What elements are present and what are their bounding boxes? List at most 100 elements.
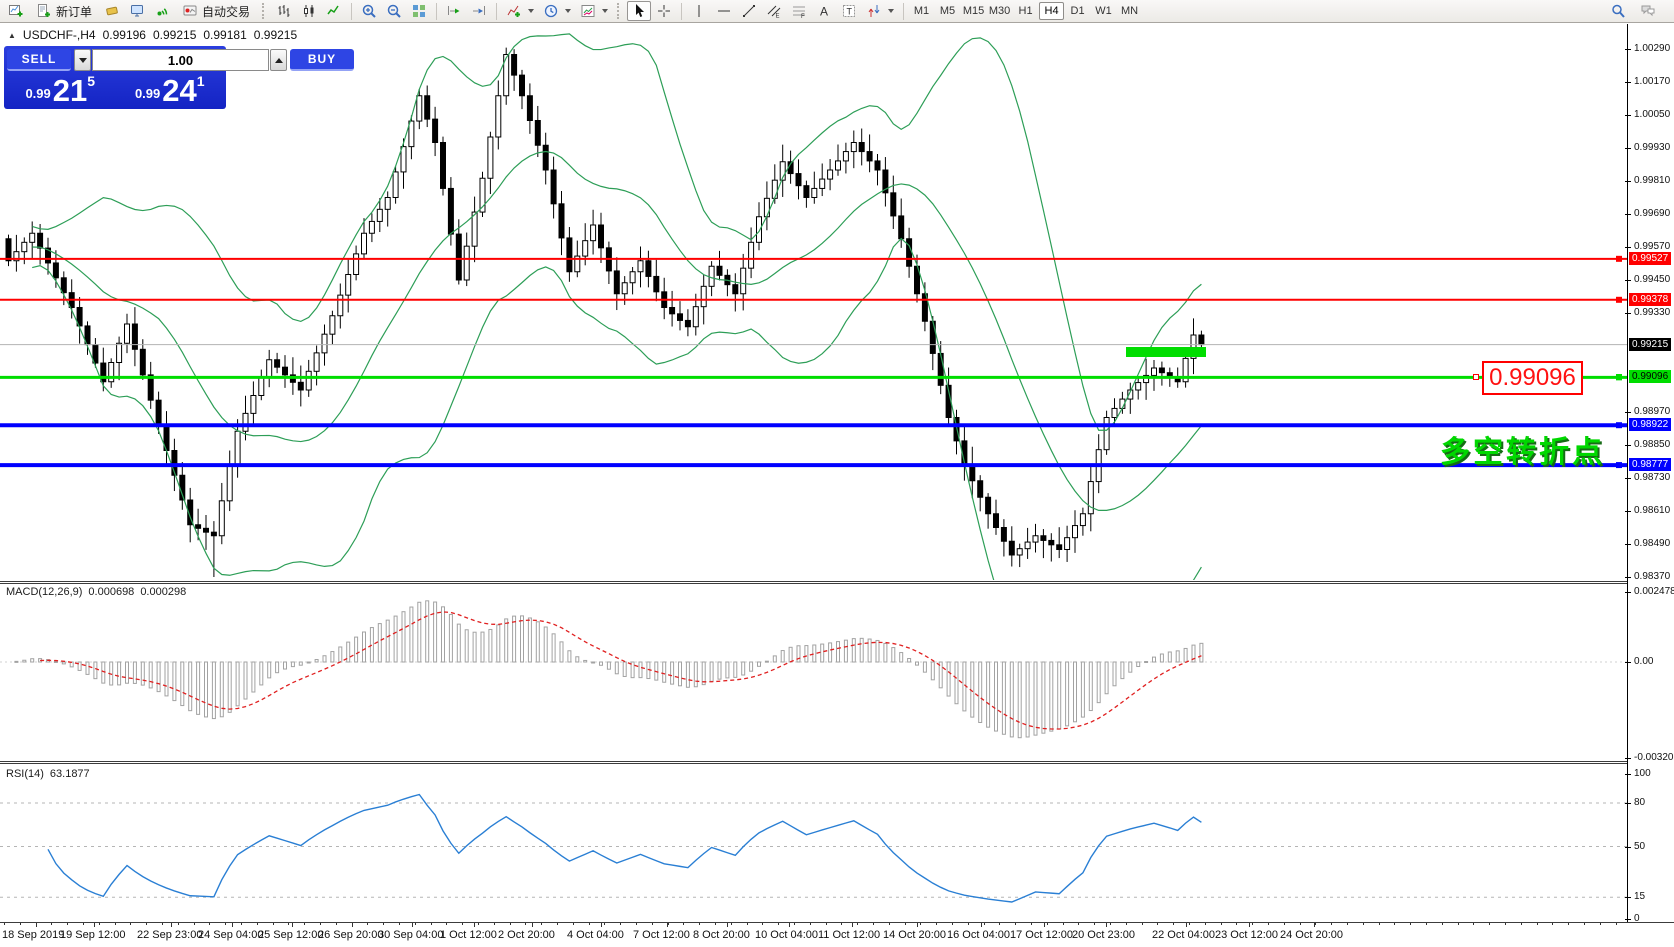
equidistant-channel-tool-button[interactable]: E — [762, 1, 786, 21]
axis-tick — [1625, 544, 1631, 545]
vertical-line-tool-button[interactable] — [687, 1, 711, 21]
timeframe-button-m30[interactable]: M30 — [988, 5, 1011, 17]
timeframe-button-h4[interactable]: H4 — [1039, 2, 1065, 20]
time-minor-tick — [4, 923, 5, 925]
timeframe-button-mn[interactable]: MN — [1120, 5, 1139, 17]
macd-pane[interactable] — [0, 585, 1627, 761]
pane-separator[interactable] — [0, 581, 1627, 582]
tile-windows-button[interactable] — [407, 1, 431, 21]
pane-separator[interactable] — [0, 761, 1627, 762]
timeframe-button-m15[interactable]: M15 — [962, 5, 985, 17]
time-minor-tick — [1299, 923, 1301, 925]
chart-shift-button[interactable] — [467, 1, 491, 21]
timeframe-button-w1[interactable]: W1 — [1095, 5, 1112, 17]
time-minor-tick — [1505, 923, 1506, 925]
gold-tag-button[interactable] — [100, 1, 124, 21]
horizontal-line-tool-button[interactable] — [712, 1, 736, 21]
fibonacci-tool-button[interactable]: F — [787, 1, 811, 21]
turning-point-text[interactable]: 多空转折点 — [1440, 436, 1605, 469]
market-watch-button[interactable] — [125, 1, 149, 21]
time-minor-tick — [209, 923, 211, 925]
time-minor-tick — [1268, 923, 1269, 925]
volume-increase-button[interactable] — [270, 49, 287, 71]
time-tick-label: 8 Oct 20:00 — [693, 929, 750, 941]
timeframe-button-m5[interactable]: M5 — [939, 5, 956, 17]
zoom-in-button[interactable] — [357, 1, 381, 21]
arrows-tool-button[interactable] — [862, 1, 898, 21]
rsi-axis-label: 80 — [1634, 797, 1646, 808]
time-tick-label: 19 Sep 12:00 — [60, 929, 126, 941]
time-minor-tick — [541, 923, 543, 925]
axis-tick — [1625, 445, 1631, 446]
rsi-label: RSI(14) — [6, 768, 44, 780]
time-minor-tick — [667, 923, 669, 925]
time-minor-tick — [462, 923, 464, 925]
text-label-tool-button[interactable]: T — [837, 1, 861, 21]
volume-input[interactable] — [92, 49, 269, 71]
rsi-axis-label: 0 — [1634, 913, 1640, 924]
price-axis[interactable]: 1.00290 1.00170 1.00050 0.99930 0.99810 0.996… — [1625, 24, 1674, 924]
time-minor-tick — [225, 923, 227, 925]
line-chart-button[interactable] — [322, 1, 346, 21]
time-minor-tick — [1031, 923, 1032, 925]
timeframe-button-m1[interactable]: M1 — [913, 5, 930, 17]
time-minor-tick — [1489, 923, 1491, 925]
periods-button[interactable] — [539, 1, 575, 21]
auto-scroll-button[interactable] — [442, 1, 466, 21]
rsi-label-line: RSI(14) 63.1877 — [6, 768, 90, 780]
time-minor-tick — [683, 923, 685, 925]
collapse-panel-toggle-icon[interactable]: ▲ — [8, 30, 16, 40]
time-minor-tick — [983, 923, 985, 925]
trendline-tool-button[interactable] — [737, 1, 761, 21]
timeframe-button-h1[interactable]: H1 — [1018, 5, 1033, 17]
search-button[interactable] — [1606, 1, 1630, 21]
rsi-axis-label: 50 — [1634, 840, 1646, 852]
cursor-tool-button[interactable] — [627, 1, 652, 21]
chat-button[interactable] — [1636, 1, 1660, 21]
macd-axis-label: 0.00 — [1634, 656, 1654, 667]
time-minor-tick — [620, 923, 622, 925]
bar-chart-button[interactable] — [272, 1, 296, 21]
new-chart-button[interactable] — [4, 1, 28, 21]
time-minor-tick — [1599, 923, 1601, 925]
line-handle[interactable] — [1616, 374, 1622, 381]
volume-decrease-button[interactable] — [74, 49, 91, 71]
line-handle[interactable] — [1473, 374, 1479, 380]
text-tool-button[interactable]: A — [812, 1, 836, 21]
sell-price-display[interactable]: 0.99 21 5 — [7, 73, 114, 106]
pane-separator[interactable] — [0, 763, 1627, 764]
time-minor-tick — [936, 923, 938, 925]
toolbar-grip[interactable] — [262, 3, 267, 19]
zoom-out-button[interactable] — [382, 1, 406, 21]
toolbar-grip[interactable] — [617, 3, 622, 19]
price-tick-label: 0.99690 — [1634, 208, 1671, 219]
signals-button[interactable] — [150, 1, 174, 21]
time-minor-tick — [1394, 923, 1396, 925]
axis-tick — [1625, 478, 1631, 479]
time-minor-tick — [825, 923, 827, 925]
time-major-tick — [727, 923, 728, 927]
templates-button[interactable] — [576, 1, 612, 21]
main-chart-area[interactable] — [0, 24, 1627, 580]
new-order-button[interactable]: 新订单 — [29, 1, 99, 21]
candlestick-chart-button[interactable] — [297, 1, 321, 21]
sell-button[interactable]: SELL — [7, 49, 71, 71]
time-axis[interactable]: 18 Sep 2019 19 Sep 12:00 22 Sep 23:00 24 Se… — [0, 923, 1674, 947]
bar-high-value: 0.99215 — [152, 28, 197, 42]
buy-price-display[interactable]: 0.99 24 1 — [117, 73, 224, 106]
price-annotation-box[interactable]: 0.99096 — [1482, 361, 1583, 395]
buy-button[interactable]: BUY — [290, 49, 354, 71]
axis-tick — [1625, 49, 1631, 50]
rsi-pane[interactable] — [0, 765, 1627, 922]
timeframe-button-d1[interactable]: D1 — [1070, 5, 1085, 17]
time-minor-tick — [1441, 923, 1443, 925]
triangle-down-icon — [78, 57, 87, 63]
time-minor-tick — [193, 923, 195, 925]
time-major-tick — [917, 923, 918, 927]
time-minor-tick — [1331, 923, 1333, 925]
indicators-button[interactable] — [502, 1, 538, 21]
highlight-bar[interactable] — [1126, 347, 1206, 357]
pane-separator[interactable] — [0, 583, 1627, 584]
crosshair-tool-button[interactable] — [652, 1, 676, 21]
auto-trading-button[interactable]: 自动交易 — [175, 1, 257, 21]
